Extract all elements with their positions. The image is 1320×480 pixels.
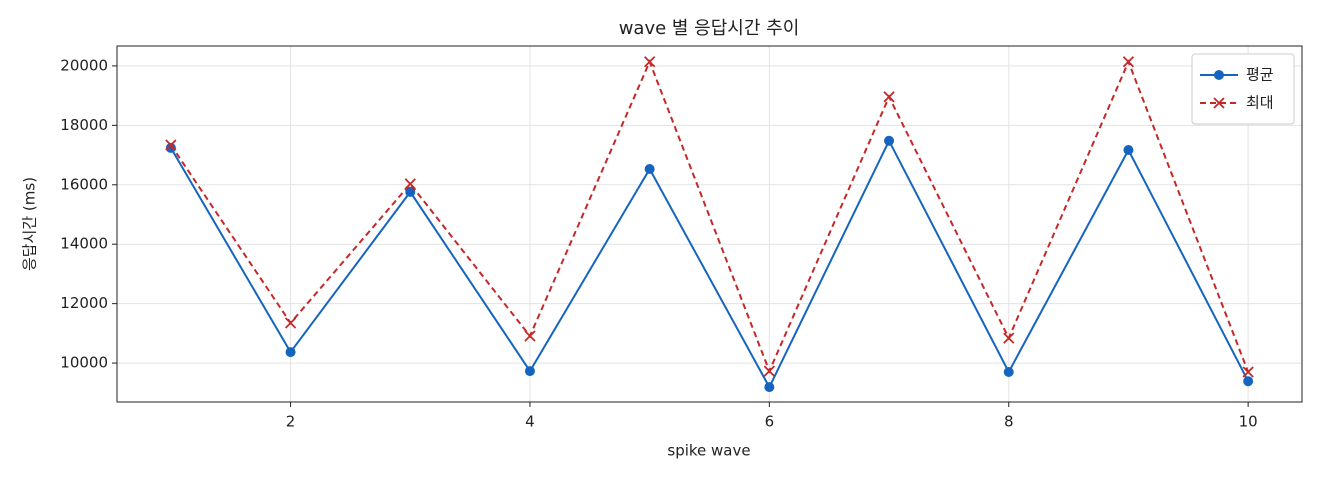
series-line [170, 138, 1250, 390]
point [644, 56, 656, 68]
point [884, 135, 895, 146]
point [524, 366, 535, 377]
point [285, 347, 296, 358]
x-tick-label: 2 [286, 413, 296, 431]
y-tick-label: 14000 [60, 235, 108, 253]
point [1242, 366, 1254, 378]
point [1123, 145, 1134, 156]
point [1003, 366, 1014, 377]
x-tick-label: 8 [1004, 413, 1014, 431]
point [1122, 56, 1135, 68]
y-tick-label: 12000 [60, 294, 108, 312]
legend-box [1191, 53, 1295, 125]
point [284, 317, 297, 329]
x-tick-label: 6 [765, 413, 775, 431]
y-tick-label: 18000 [60, 116, 108, 134]
point [883, 91, 895, 103]
chart-title: wave 별 응답시간 추이 [619, 18, 800, 39]
x-tick-label: 4 [525, 413, 535, 431]
point [644, 164, 655, 175]
point [1243, 376, 1254, 387]
y-axis-label: 응답시간 (ms) [21, 177, 39, 271]
y-tick-label: 16000 [60, 175, 108, 193]
x-axis-label: spike wave [667, 442, 750, 460]
legend-label: 평균 [1246, 66, 1274, 84]
series-line [170, 59, 1250, 374]
plot-frame [116, 45, 1303, 403]
legend-marker [1213, 97, 1225, 109]
point [1003, 332, 1015, 344]
point [763, 365, 775, 377]
point [405, 186, 416, 197]
point [524, 330, 536, 342]
x-tick-label: 10 [1239, 413, 1258, 431]
y-tick-label: 20000 [60, 56, 108, 74]
point [764, 382, 775, 393]
point [404, 178, 416, 190]
point [165, 139, 177, 151]
y-tick-label: 10000 [60, 354, 108, 372]
legend-marker [1214, 70, 1224, 80]
legend-label: 최대 [1246, 94, 1274, 112]
